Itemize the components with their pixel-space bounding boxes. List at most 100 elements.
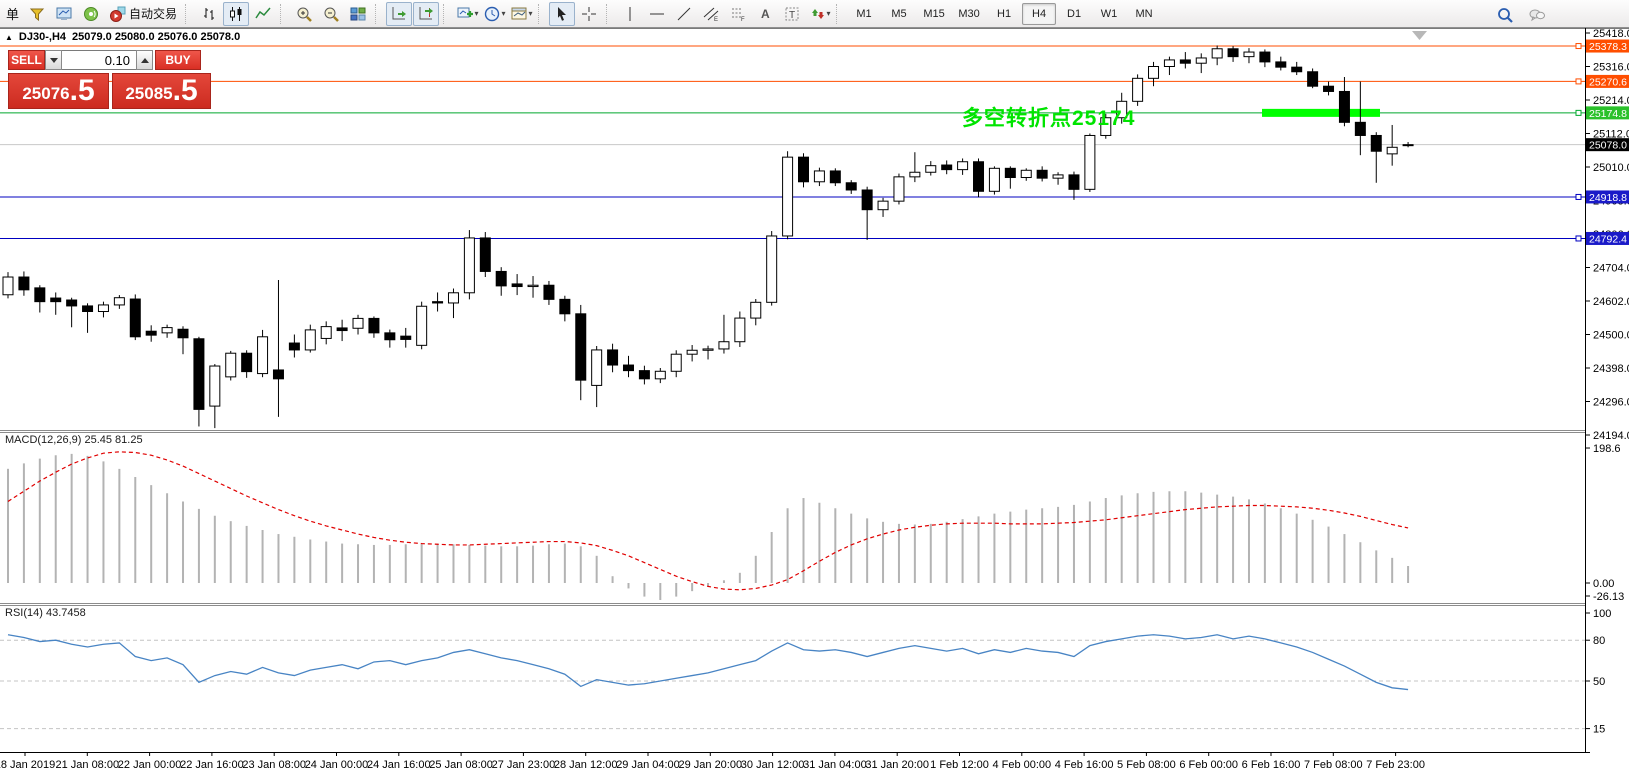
candle[interactable] [432,292,444,312]
auto-scroll-button[interactable] [386,1,413,26]
candle[interactable] [113,295,125,309]
line-handle[interactable] [1575,43,1582,50]
crosshair-button[interactable] [576,2,602,26]
candle[interactable] [941,160,953,175]
candle[interactable] [384,329,396,348]
candle[interactable] [1227,46,1239,62]
candle[interactable] [670,350,682,378]
candle[interactable] [272,279,284,417]
candle[interactable] [1020,168,1032,181]
candle[interactable] [957,158,969,175]
volume-input[interactable] [62,50,136,70]
timeframe-m5-button[interactable]: M5 [891,7,907,20]
cursor-button[interactable] [549,1,576,26]
signals-button[interactable] [78,2,104,26]
candle[interactable] [559,295,571,322]
candle[interactable] [798,153,809,188]
candle[interactable] [925,161,937,176]
timeframe-m1-button[interactable]: M1 [856,7,872,20]
volume-decrease-button[interactable] [45,50,62,70]
candle[interactable] [622,355,634,378]
chat-button[interactable] [1524,3,1550,27]
chart-shift-marker-icon[interactable] [1412,31,1427,40]
candle[interactable] [82,303,94,333]
line-handle[interactable] [1575,193,1582,200]
bar-chart-button[interactable] [196,2,222,26]
fibonacci-button[interactable]: F [725,2,751,26]
search-button[interactable] [1492,3,1518,27]
candle[interactable] [193,336,205,427]
candle[interactable] [766,231,778,306]
candle[interactable] [1402,142,1414,148]
candle[interactable] [845,180,857,194]
candle[interactable] [1036,166,1048,182]
candle[interactable] [97,301,109,318]
candle[interactable] [209,364,221,429]
thick-trend-line[interactable] [1262,108,1380,117]
candle[interactable] [734,311,746,347]
line-handle[interactable] [1575,235,1582,242]
text-label-button[interactable]: T [779,2,805,26]
trendline-button[interactable] [671,2,697,26]
chart-shift-button[interactable] [413,1,440,26]
candle[interactable] [66,297,78,328]
buy-button[interactable]: BUY [155,50,201,70]
candle[interactable] [225,350,237,381]
candle[interactable] [1132,74,1144,106]
candle[interactable] [1004,166,1016,189]
candle[interactable] [829,168,841,187]
candle[interactable] [129,294,141,341]
periods-button[interactable]: ▾ [481,2,507,26]
line-handle[interactable] [1575,109,1582,116]
macd-pane[interactable] [7,451,1410,600]
candle[interactable] [304,324,316,353]
candle[interactable] [782,151,794,240]
annotation-text[interactable]: 多空转折点25174 [962,107,1136,130]
timeframe-h1-button[interactable]: H1 [997,7,1012,20]
candle[interactable] [241,350,253,378]
candle[interactable] [2,272,14,299]
line-chart-button[interactable] [250,2,276,26]
candle[interactable] [416,301,428,350]
candle[interactable] [1052,172,1064,185]
candle[interactable] [718,314,730,354]
candlestick-series[interactable] [2,45,1414,429]
candle[interactable] [161,324,173,338]
candle[interactable] [352,314,364,335]
candle[interactable] [447,288,459,319]
candle[interactable] [988,166,1000,195]
candle[interactable] [34,285,46,313]
candle[interactable] [177,326,189,355]
timeframe-w1-button[interactable]: W1 [1100,7,1118,20]
vertical-line-button[interactable] [617,2,643,26]
candle[interactable] [336,319,348,342]
collapse-panel-button[interactable]: ▲ [5,32,13,42]
candle[interactable] [368,316,380,338]
line-handle[interactable] [1575,78,1582,85]
candle[interactable] [479,232,491,278]
candle[interactable] [463,230,475,300]
equidistant-channel-button[interactable]: E [698,2,724,26]
buy-price-quote[interactable]: 25085.5 [112,73,211,109]
history-center-button[interactable] [51,2,77,26]
candle[interactable] [400,327,412,348]
candle[interactable] [750,299,762,326]
horizontal-line-button[interactable] [644,2,670,26]
candle[interactable] [495,267,507,296]
candle[interactable] [909,152,921,183]
zoom-in-button[interactable] [291,2,317,26]
candle[interactable] [591,345,603,408]
templates-button[interactable]: ▾ [508,2,534,26]
candle[interactable] [1354,81,1366,156]
candle[interactable] [18,271,30,296]
candle[interactable] [543,280,555,305]
timeframe-h4-button[interactable]: H4 [1022,2,1057,25]
text-button[interactable]: A [752,2,778,26]
candle[interactable] [1259,49,1271,68]
candle[interactable] [893,173,905,205]
candle[interactable] [877,197,889,217]
timeframe-d1-button[interactable]: D1 [1067,7,1082,20]
price-axis[interactable]: 25418.025316.025214.025112.025010.024908… [1575,28,1629,442]
